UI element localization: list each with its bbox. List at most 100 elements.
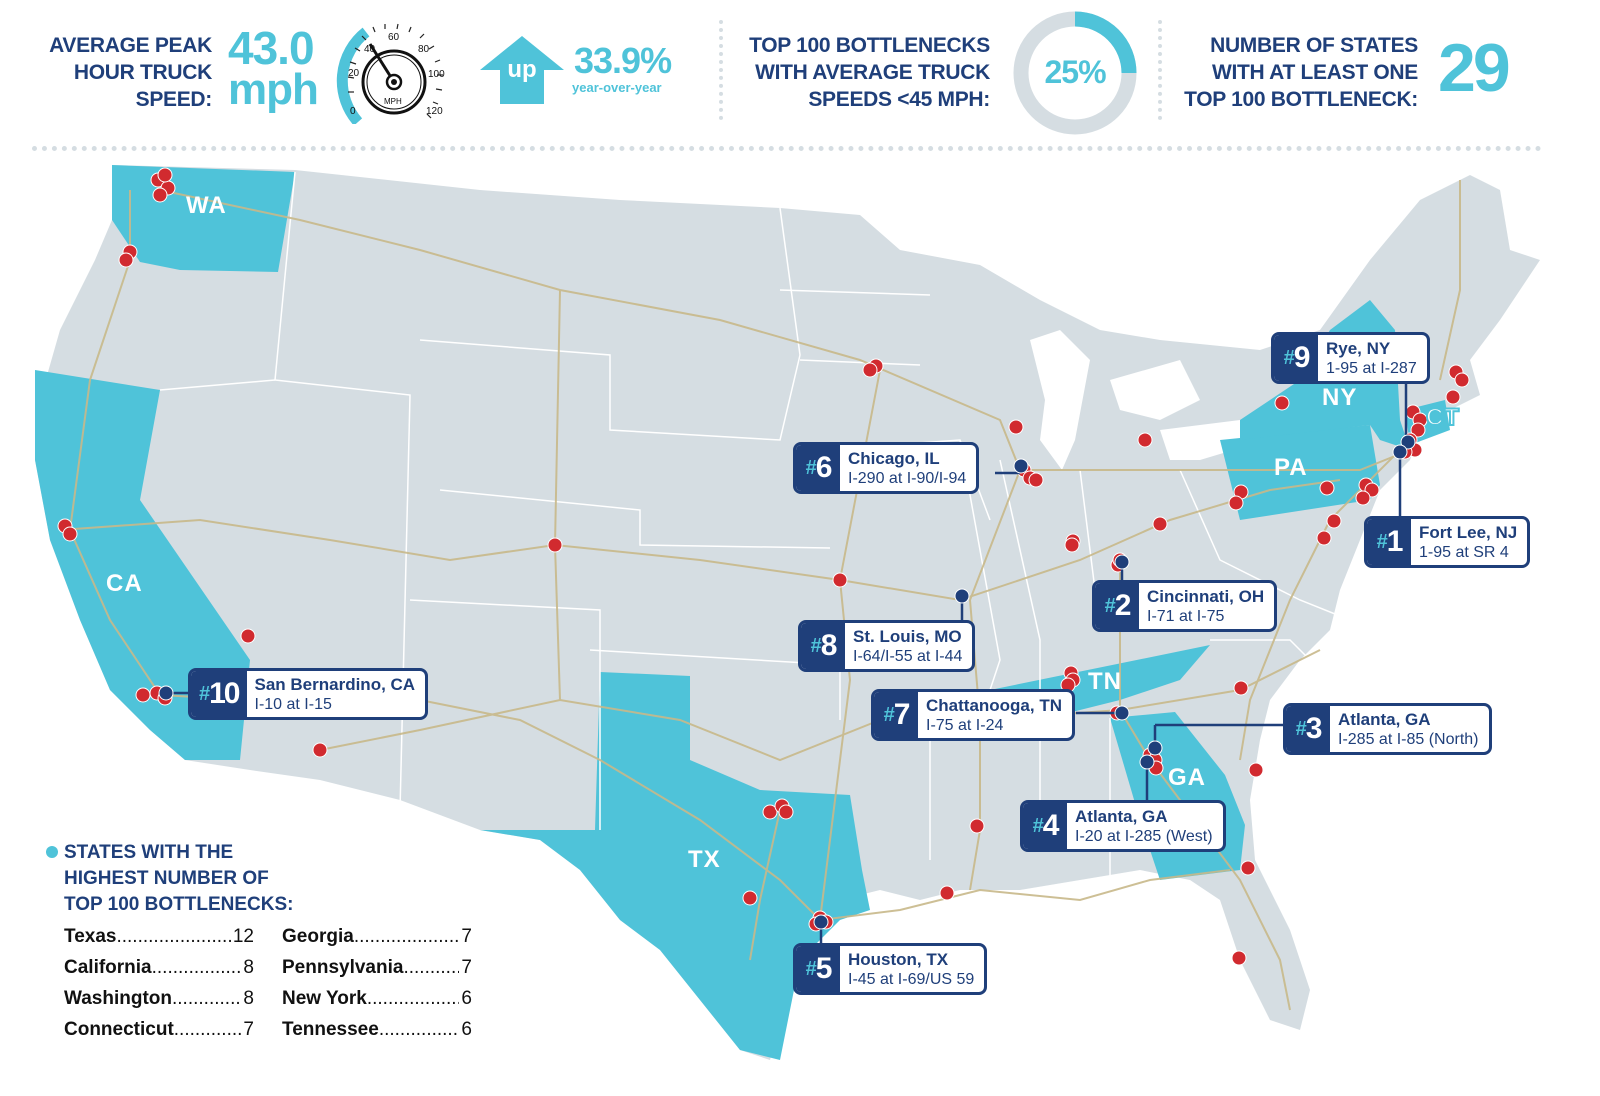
legend-row: Tennessee 6 [282,1019,472,1041]
callout-rank-3[interactable]: #3 Atlanta, GA I-285 at I-85 (North) [1283,703,1492,755]
legend-state: Pennsylvania [282,957,404,978]
rank-badge: #2 [1095,583,1139,629]
callout-rank-4[interactable]: #4 Atlanta, GA I-20 at I-285 (West) [1020,800,1226,852]
label-line: HOUR TRUCK [73,61,212,84]
callout-road: I-285 at I-85 (North) [1338,731,1479,748]
svg-text:MPH: MPH [384,97,402,106]
callout-rank-9[interactable]: #9 Rye, NY 1-95 at I-287 [1271,332,1430,384]
rank-badge: #6 [796,445,840,491]
legend-count: 6 [461,988,472,1009]
top10-bottleneck-markers [158,434,1416,930]
state-borders [159,171,1351,891]
callout-city: Fort Lee, NJ [1419,523,1518,542]
legend-title-line: HIGHEST NUMBER OF [64,868,269,889]
callout-city: Chattanooga, TN [926,696,1062,715]
legend-count: 12 [232,926,254,947]
legend-row: California 8 [64,957,254,979]
callout-rank-2[interactable]: #2 Cincinnati, OH I-71 at I-75 [1092,580,1278,632]
legend-state: Texas [64,926,117,947]
divider [719,20,723,120]
legend-state: Georgia [282,926,354,947]
state-ca [35,370,250,760]
legend-row: Texas 12 [64,926,254,948]
legend-title-line: TOP 100 BOTTLENECKS: [64,894,294,915]
callout-rank-10[interactable]: #10 San Bernardino, CA I-10 at I-15 [188,668,429,720]
callout-rank-1[interactable]: #1 Fort Lee, NJ 1-95 at SR 4 [1364,516,1531,568]
donut-chart-icon [1013,11,1137,135]
rank-badge: #3 [1286,706,1330,752]
legend-count: 7 [461,926,472,947]
callout-road: I-64/I-55 at I-44 [853,648,963,665]
svg-text:40: 40 [364,44,376,55]
legend-count: 6 [461,1019,472,1040]
label-line: NUMBER OF STATES [1210,34,1418,57]
legend-title-line: STATES WITH THE [64,842,234,863]
avg-speed-unit: mph [228,65,319,114]
legend-state: Washington [64,988,172,1009]
rank-number: 10 [209,677,240,710]
leader-dots [354,926,460,948]
state-label-tn: TN [1088,668,1122,695]
callout-rank-6[interactable]: #6 Chicago, IL I-290 at I-90/I-94 [793,442,980,494]
legend-row: Pennsylvania 7 [282,957,472,979]
rank-number: 1 [1386,525,1404,558]
legend-count: 8 [243,988,254,1009]
legend-count: 8 [243,957,254,978]
slow-bottlenecks-value: 25% [1044,54,1106,90]
svg-text:20: 20 [348,68,360,79]
callout-rank-5[interactable]: #5 Houston, TX I-45 at I-69/US 59 [793,943,988,995]
state-tx [480,672,870,1060]
rank-number: 5 [815,952,833,985]
rank-badge: #5 [796,946,840,992]
avg-speed-label: AVERAGE PEAK HOUR TRUCK SPEED: [30,32,212,113]
rank-number: 7 [893,698,911,731]
rank-badge: #1 [1367,519,1411,565]
legend-dot-icon [46,846,58,858]
callout-road: 1-95 at I-287 [1326,360,1417,377]
legend-title: STATES WITH THE HIGHEST NUMBER OF TOP 10… [64,840,293,918]
states-count-value: 29 [1438,30,1511,106]
callout-city: Atlanta, GA [1338,710,1431,729]
legend-row: New York 6 [282,988,472,1010]
state-label-ca: CA [106,570,143,597]
leader-dots [152,957,242,979]
rank-number: 3 [1305,712,1323,745]
svg-text:80: 80 [418,44,430,55]
state-pa [1220,425,1380,520]
leader-dots [116,926,230,948]
up-arrow-icon [480,36,564,104]
leader-dots [367,988,460,1010]
great-lakes [1030,330,1250,470]
callout-city: St. Louis, MO [853,627,962,646]
legend-state: Connecticut [64,1019,174,1040]
callout-road: I-10 at I-15 [254,696,332,713]
rank-number: 4 [1042,809,1060,842]
rank-badge: #10 [191,671,247,717]
callout-city: Rye, NY [1326,339,1391,358]
label-line: WITH AVERAGE TRUCK [755,61,990,84]
callout-rank-7[interactable]: #7 Chattanooga, TN I-75 at I-24 [871,689,1075,741]
callout-road: I-71 at I-75 [1147,608,1225,625]
state-label-pa: PA [1274,454,1308,481]
legend-count: 7 [461,957,472,978]
label-line: WITH AT LEAST ONE [1211,61,1418,84]
rank-number: 8 [820,629,838,662]
legend-state: New York [282,988,367,1009]
slow-bottlenecks-label: TOP 100 BOTTLENECKS WITH AVERAGE TRUCK S… [726,32,990,113]
leader-dots [403,957,459,979]
yoy-value: 33.9% [574,40,672,81]
state-label-tx: TX [688,846,721,873]
rank-number: 6 [815,451,833,484]
callout-rank-8[interactable]: #8 St. Louis, MO I-64/I-55 at I-44 [798,620,976,672]
label-line: TOP 100 BOTTLENECKS [749,34,990,57]
svg-text:0: 0 [350,106,356,117]
legend-row: Georgia 7 [282,926,472,948]
speedometer-gauge-icon: 0 20 40 60 80 100 120 MPH [336,23,445,124]
legend-state: California [64,957,152,978]
section-divider [32,146,1542,151]
rank-badge: #8 [801,623,845,669]
label-line: SPEEDS <45 MPH: [808,88,990,111]
yoy-subtitle: year-over-year [572,80,662,95]
legend-row: Connecticut 7 [64,1019,254,1041]
legend-row: Washington 8 [64,988,254,1010]
